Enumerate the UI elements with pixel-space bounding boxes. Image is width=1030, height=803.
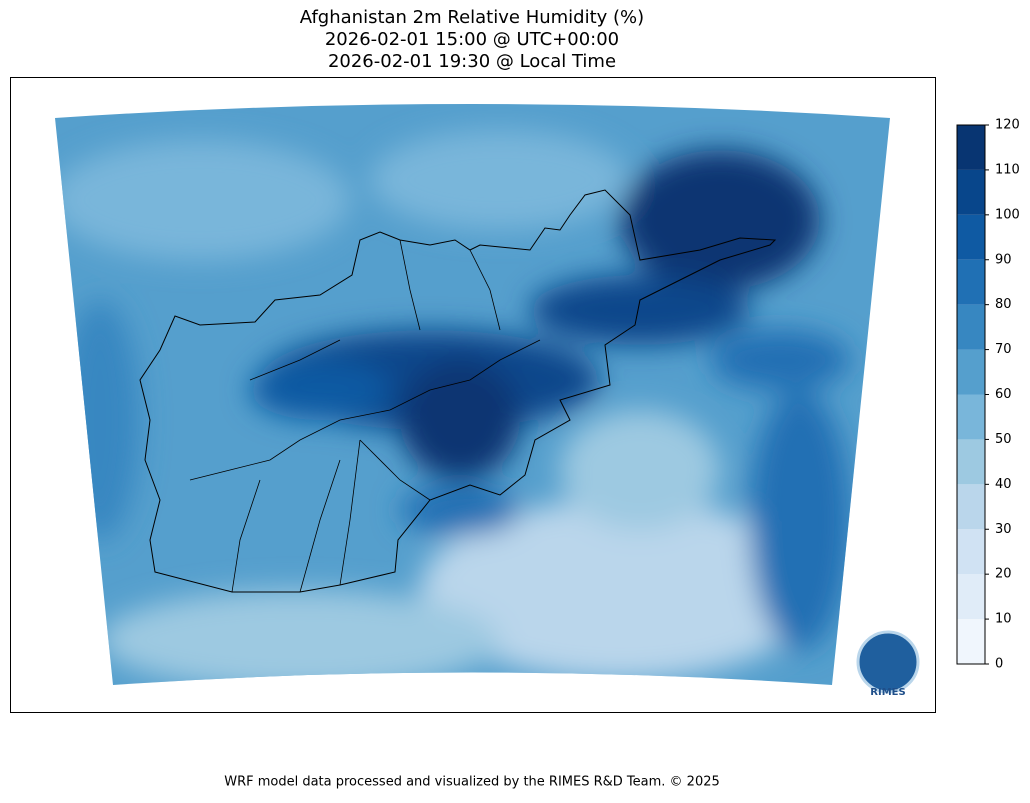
colorbar-level: [957, 394, 985, 440]
colorbar-tick-label: 110: [995, 162, 1020, 177]
colorbar-tick-label: 70: [995, 342, 1012, 357]
colorbar-tick-label: 80: [995, 297, 1012, 312]
colorbar: 0 10 20 30 40 50 60 70 80 90 100 110 120: [956, 118, 1020, 672]
colorbar-tick-label: 40: [995, 477, 1012, 492]
colorbar-level: [957, 304, 985, 350]
logo-text: RIMES: [870, 687, 905, 698]
title-line: 2026-02-01 15:00 @ UTC+00:00: [325, 29, 619, 50]
colorbar-level: [957, 349, 985, 395]
colorbar-level: [957, 484, 985, 530]
colorbar-tick-label: 30: [995, 522, 1012, 537]
colorbar-tick-label: 60: [995, 387, 1012, 402]
title-line: 2026-02-01 19:30 @ Local Time: [328, 51, 616, 72]
colorbar-level: [957, 214, 985, 260]
colorbar-tick-label: 120: [995, 118, 1020, 133]
colorbar-tick-label: 90: [995, 252, 1012, 267]
colorbar-level: [957, 574, 985, 620]
colorbar-tick-label: 100: [995, 207, 1020, 222]
country-outline: [139, 189, 777, 593]
colorbar-tick-label: 0: [995, 657, 1003, 672]
colorbar-level: [957, 125, 985, 170]
colorbar-tick-label: 20: [995, 567, 1012, 582]
province-borders: [189, 239, 541, 593]
footer: WRF model data processed and visualized …: [224, 775, 720, 790]
colorbar-level: [957, 169, 985, 215]
logo-badge: [856, 630, 920, 694]
colorbar-tick-label: 10: [995, 612, 1012, 627]
humidity-field: [55, 104, 890, 685]
colorbar-level: [957, 439, 985, 485]
title-line: Afghanistan 2m Relative Humidity (%): [300, 7, 644, 28]
colorbar-tick-label: 50: [995, 432, 1012, 447]
colorbar-level: [957, 529, 985, 575]
colorbar-level: [957, 619, 985, 664]
colorbar-level: [957, 259, 985, 305]
